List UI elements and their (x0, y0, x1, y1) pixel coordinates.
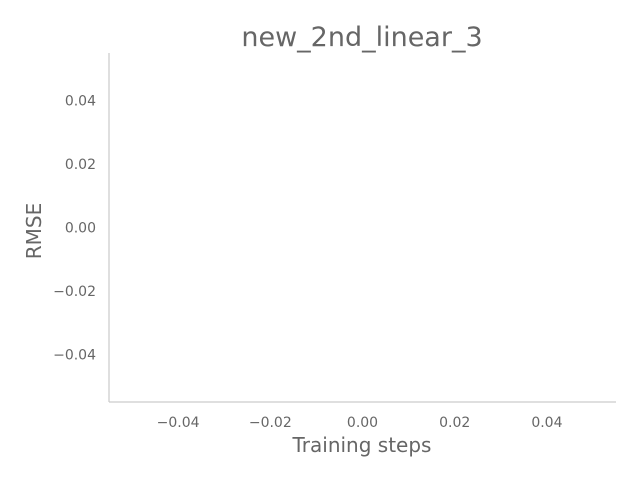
x-axis-label: Training steps (292, 433, 432, 457)
x-tick-label: −0.04 (157, 415, 200, 431)
y-tick-labels: −0.04 −0.02 0.00 0.02 0.04 (53, 94, 96, 364)
x-tick-label: −0.02 (249, 415, 292, 431)
x-tick-label: 0.04 (531, 415, 562, 431)
plot-area (108, 53, 616, 403)
x-tick-label: 0.00 (347, 415, 378, 431)
y-tick-label: 0.04 (65, 94, 96, 110)
y-tick-label: 0.02 (65, 157, 96, 173)
chart-title: new_2nd_linear_3 (241, 22, 482, 53)
y-tick-label: −0.04 (53, 347, 96, 363)
x-tick-labels: −0.04 −0.02 0.00 0.02 0.04 (157, 415, 563, 431)
y-tick-label: −0.02 (53, 284, 96, 300)
x-tick-label: 0.02 (439, 415, 470, 431)
y-tick-label: 0.00 (65, 221, 96, 237)
y-axis-label: RMSE (22, 203, 46, 259)
